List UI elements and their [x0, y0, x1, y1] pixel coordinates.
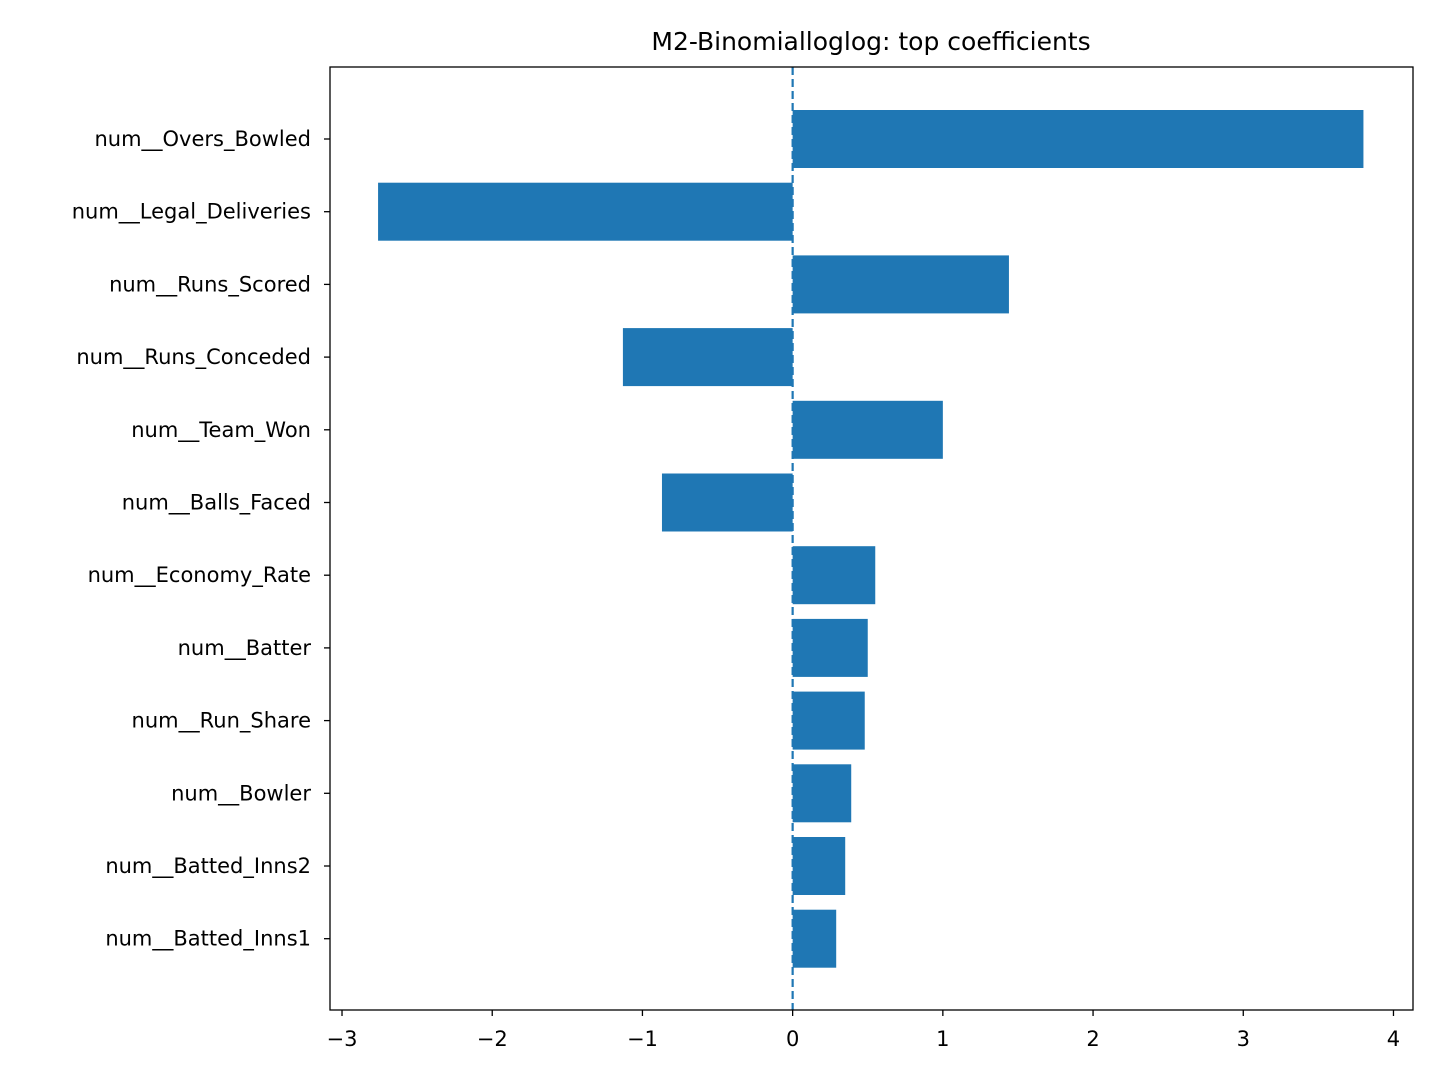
bar-num-runs-scored	[792, 255, 1009, 314]
y-tick-label: num__Run_Share	[132, 709, 311, 734]
bars-group	[378, 110, 1364, 968]
y-tick-label: num__Batter	[178, 636, 312, 661]
bar-num-batted-inns1	[792, 909, 837, 968]
bar-num-overs-bowled	[792, 110, 1364, 168]
y-tick-label: num__Batted_Inns2	[105, 854, 311, 879]
plot-frame	[329, 66, 1414, 1011]
y-tick-label: num__Economy_Rate	[88, 563, 311, 588]
x-tick-label: 3	[1237, 1027, 1250, 1051]
bar-num-run-share	[792, 691, 865, 750]
bar-num-economy-rate	[792, 546, 876, 605]
x-tick-label: −3	[327, 1027, 358, 1051]
y-tick-label: num__Batted_Inns1	[105, 927, 311, 952]
bar-num-runs-conceded	[622, 328, 793, 387]
bar-num-legal-deliveries	[378, 182, 793, 241]
x-tick-label: 4	[1387, 1027, 1400, 1051]
bar-num-balls-faced	[661, 473, 793, 532]
x-axis: −3 −2 −1 0 1 2 3 4	[327, 1010, 1400, 1051]
y-tick-label: num__Team_Won	[131, 418, 311, 443]
bar-num-team-won	[792, 400, 943, 459]
bar-num-batter	[792, 618, 868, 677]
y-tick-label: num__Bowler	[171, 781, 311, 806]
y-tick-label: num__Overs_Bowled	[94, 127, 311, 152]
x-tick-label: 0	[786, 1027, 799, 1051]
x-tick-label: 2	[1086, 1027, 1099, 1051]
x-tick-label: −2	[477, 1027, 508, 1051]
y-tick-label: num__Legal_Deliveries	[72, 200, 311, 225]
y-axis: num__Overs_Bowled num__Legal_Deliveriesnu…	[72, 127, 330, 952]
y-tick-label: num__Balls_Faced	[122, 491, 311, 516]
x-tick-label: 1	[936, 1027, 949, 1051]
y-tick-label: num__Runs_Conceded	[76, 345, 311, 370]
bar-num-bowler	[792, 764, 852, 823]
bar-num-batted-inns2	[792, 837, 846, 895]
x-tick-label: −1	[627, 1027, 658, 1051]
y-tick-label: num__Runs_Scored	[109, 272, 311, 297]
chart-title: M2-Binomialloglog: top coefficients	[651, 27, 1090, 56]
